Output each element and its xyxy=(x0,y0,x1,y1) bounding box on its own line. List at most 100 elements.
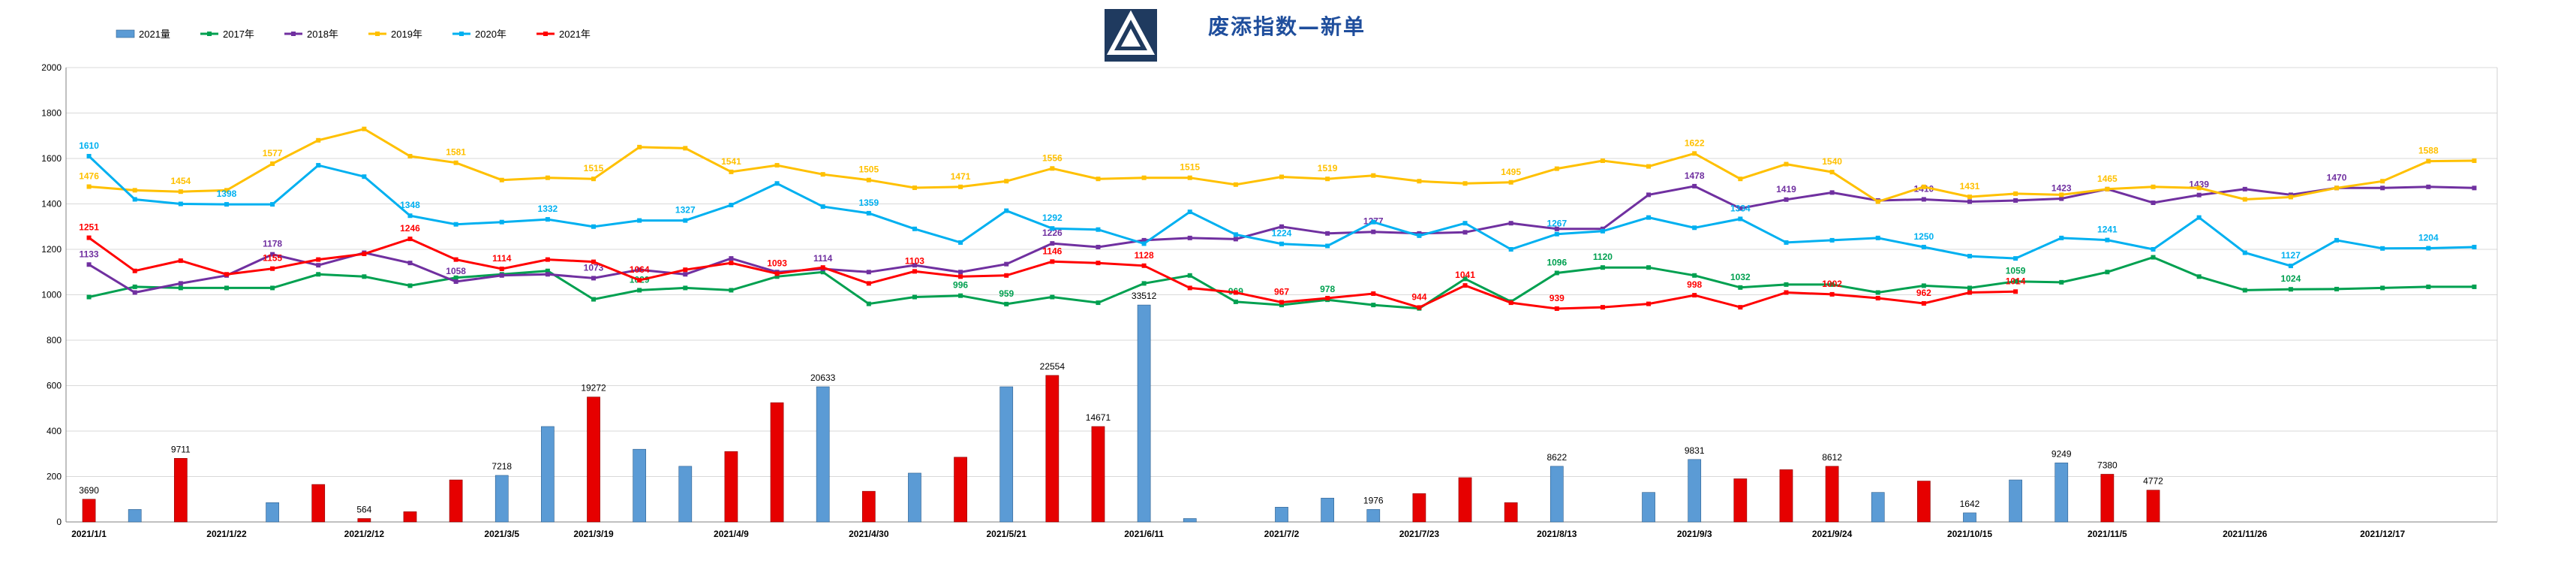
series-point xyxy=(1050,166,1055,171)
bar-2021-blue xyxy=(494,475,509,523)
bar-data-label: 1976 xyxy=(1363,495,1384,505)
series-point xyxy=(1967,290,1972,295)
bar-2021-red xyxy=(1045,375,1060,523)
series-data-label: 939 xyxy=(1550,293,1565,303)
series-point xyxy=(2013,191,2018,196)
series-line-2018年 xyxy=(88,185,2475,294)
series-point xyxy=(912,263,917,268)
series-point xyxy=(683,285,688,291)
series-point xyxy=(1600,265,1605,270)
series-data-label: 1556 xyxy=(1042,152,1063,163)
series-point xyxy=(912,294,917,300)
series-point xyxy=(2288,195,2293,200)
series-point xyxy=(591,276,597,281)
series-point xyxy=(453,275,458,280)
bar-data-label: 564 xyxy=(356,504,371,514)
series-point xyxy=(2196,192,2202,198)
series-point xyxy=(1646,192,1652,198)
series-point xyxy=(1004,261,1009,267)
y-tick-label: 1400 xyxy=(41,199,62,210)
legend-marker xyxy=(459,32,464,36)
series-point xyxy=(1417,179,1422,184)
series-point xyxy=(820,270,825,275)
y-tick-label: 800 xyxy=(47,335,62,345)
series-point xyxy=(1738,216,1743,222)
series-point xyxy=(866,177,871,182)
series-data-label: 1470 xyxy=(2327,172,2347,182)
series-point xyxy=(453,279,458,284)
series-point xyxy=(2059,192,2064,198)
series-point xyxy=(591,259,597,264)
series-point xyxy=(1646,301,1652,306)
series-point xyxy=(224,272,229,277)
y-tick-label: 1800 xyxy=(41,108,62,119)
series-point xyxy=(407,237,413,242)
logo-mark-icon xyxy=(1106,10,1156,55)
series-point xyxy=(270,161,275,166)
series-point xyxy=(1508,247,1513,252)
bar-2021-red xyxy=(1091,426,1105,523)
series-point xyxy=(545,257,550,262)
chart-title: 废添指数—新单 xyxy=(1208,14,1366,39)
series-point xyxy=(2242,250,2247,255)
bar-data-label: 9831 xyxy=(1685,445,1705,456)
series-point xyxy=(132,188,137,193)
legend-marker xyxy=(375,32,380,36)
series-point xyxy=(1738,206,1743,211)
series-point xyxy=(1279,300,1284,305)
x-tick-label: 2021/1/22 xyxy=(206,529,247,539)
series-data-label: 959 xyxy=(999,288,1014,299)
series-point xyxy=(2472,244,2477,249)
legend-label: 2018年 xyxy=(307,29,338,40)
series-data-label: 1577 xyxy=(263,148,283,158)
series-point xyxy=(407,213,413,219)
bar-2021-red xyxy=(1733,478,1748,523)
series-point xyxy=(2426,246,2431,251)
series-point xyxy=(912,226,917,231)
series-point xyxy=(499,267,504,272)
bar-2021-blue xyxy=(266,502,279,523)
bar-data-label: 9249 xyxy=(2051,448,2072,459)
series-data-label: 1465 xyxy=(2097,173,2118,184)
series-point xyxy=(683,146,688,151)
series-data-label: 1120 xyxy=(1593,252,1613,262)
bar-data-label: 8612 xyxy=(1822,452,1842,463)
series-point xyxy=(1371,291,1376,296)
legend-label: 2017年 xyxy=(223,29,254,40)
y-tick-label: 1200 xyxy=(41,244,62,255)
series-point xyxy=(86,184,92,189)
series-data-label: 1581 xyxy=(446,147,466,158)
bar-2021-blue xyxy=(1688,459,1702,523)
series-point xyxy=(1967,254,1972,259)
legend-marker xyxy=(543,32,548,36)
series-point xyxy=(1829,282,1835,287)
series-point xyxy=(1600,226,1605,231)
series-point xyxy=(1004,179,1009,184)
series-point xyxy=(1187,285,1192,291)
series-point xyxy=(2105,237,2110,243)
series-point xyxy=(2105,186,2110,192)
bar-2021-red xyxy=(82,499,96,523)
series-point xyxy=(1279,241,1284,246)
series-point xyxy=(1921,283,1926,288)
bar-2021-red xyxy=(770,402,784,523)
series-data-label: 1024 xyxy=(2281,273,2301,284)
series-point xyxy=(1921,184,1926,189)
series-point xyxy=(1921,197,1926,202)
series-point xyxy=(2380,246,2385,251)
series-point xyxy=(86,153,92,158)
bar-2021-red xyxy=(403,511,417,523)
bar-data-label: 3690 xyxy=(79,485,99,496)
series-point xyxy=(1050,241,1055,246)
bar-2021-blue xyxy=(633,448,647,523)
series-point xyxy=(729,288,734,293)
series-point xyxy=(1279,224,1284,229)
series-data-label: 1133 xyxy=(80,249,99,259)
bar-2021-blue xyxy=(2054,463,2069,523)
series-point xyxy=(1508,300,1513,306)
series-data-label: 996 xyxy=(953,280,968,291)
bar-2021-blue xyxy=(816,386,830,523)
series-point xyxy=(1004,301,1009,306)
series-point xyxy=(224,285,229,291)
series-point xyxy=(545,268,550,273)
